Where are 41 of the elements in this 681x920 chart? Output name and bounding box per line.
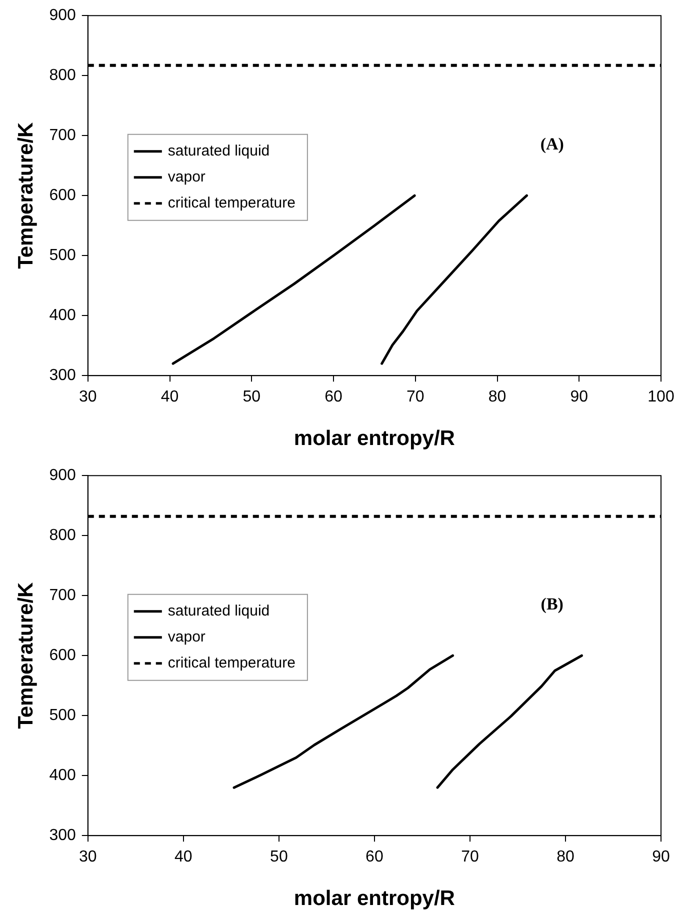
x-tick-label: 40: [174, 848, 192, 866]
y-tick-label: 800: [49, 67, 76, 84]
y-tick-label: 800: [49, 527, 76, 544]
y-axis-title: Temperature/K: [14, 582, 38, 729]
x-tick-label: 50: [242, 388, 261, 406]
x-tick-label: 60: [324, 388, 343, 406]
y-tick-label: 900: [49, 467, 76, 484]
x-tick-label: 60: [366, 848, 384, 866]
x-tick-label: 90: [570, 388, 588, 406]
x-tick-label: 80: [488, 388, 506, 406]
x-tick-label: 40: [160, 388, 179, 406]
x-tick-label: 30: [78, 388, 97, 406]
y-axis-title: Temperature/K: [14, 122, 38, 269]
y-tick-label: 700: [49, 587, 76, 604]
x-tick-label: 50: [270, 848, 288, 866]
y-tick-label: 600: [49, 187, 76, 204]
legend-label: critical temperature: [168, 194, 296, 212]
legend-label: critical temperature: [168, 654, 296, 672]
y-tick-label: 300: [49, 367, 76, 384]
annotation: (B): [540, 594, 564, 614]
x-tick-label: 70: [461, 848, 479, 866]
annotation: (A): [540, 134, 564, 154]
y-tick-label: 500: [49, 247, 76, 264]
y-tick-label: 700: [49, 127, 76, 144]
y-tick-label: 900: [49, 7, 76, 24]
x-tick-label: 80: [556, 848, 574, 866]
legend-label: vapor: [168, 168, 206, 186]
y-tick-label: 400: [49, 767, 76, 784]
legend-label: saturated liquid: [168, 602, 270, 620]
x-axis-title: molar entropy/R: [294, 427, 455, 450]
x-axis-title: molar entropy/R: [294, 887, 455, 910]
x-tick-label: 90: [652, 848, 670, 866]
y-tick-label: 500: [49, 707, 76, 724]
legend-label: vapor: [168, 628, 206, 646]
y-tick-label: 300: [49, 827, 76, 844]
y-tick-label: 400: [49, 307, 76, 324]
x-tick-label: 70: [406, 388, 424, 406]
x-tick-label: 30: [78, 848, 97, 866]
legend-label: saturated liquid: [168, 142, 270, 160]
x-tick-label: 100: [648, 388, 674, 406]
y-tick-label: 600: [49, 647, 76, 664]
